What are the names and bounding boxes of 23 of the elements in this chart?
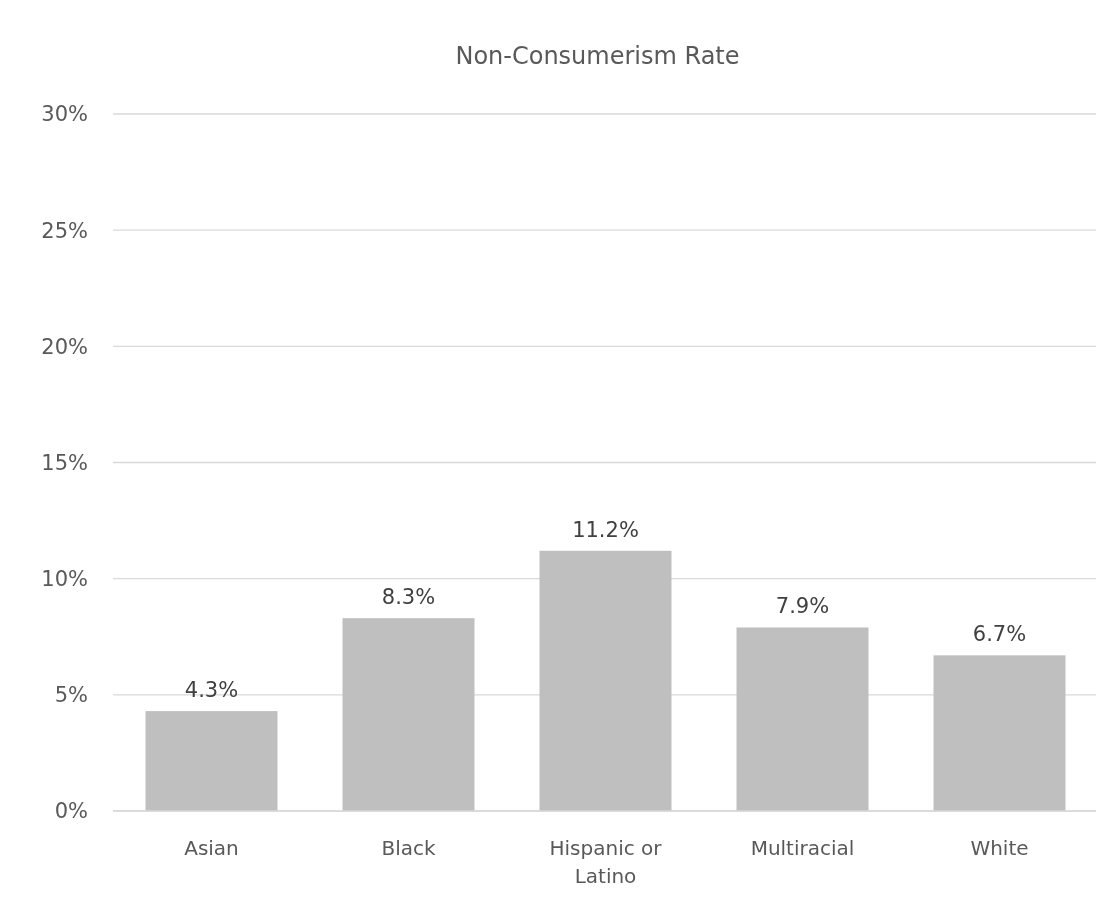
y-tick-label: 15% <box>41 450 88 475</box>
x-tick-label: White <box>970 836 1029 860</box>
data-label: 6.7% <box>972 622 1027 647</box>
data-label: 7.9% <box>775 594 830 619</box>
y-tick-label: 10% <box>41 567 88 592</box>
y-tick-label: 25% <box>41 218 88 243</box>
x-tick-label: Hispanic or Latino <box>549 836 663 888</box>
y-tick-label: 5% <box>54 683 88 708</box>
data-label: 11.2% <box>572 517 639 542</box>
bar <box>145 711 278 811</box>
y-tick-label: 20% <box>41 334 88 359</box>
bar <box>342 618 475 811</box>
x-tick-label: Multiracial <box>750 836 855 860</box>
y-tick-label: 30% <box>41 102 88 127</box>
bar <box>933 655 1066 811</box>
bar <box>736 627 869 811</box>
y-tick-label: 0% <box>54 799 88 824</box>
x-tick-label: Black <box>381 836 436 860</box>
chart-title: Non-Consumerism Rate <box>455 42 740 70</box>
x-tick-label: Asian <box>184 836 239 860</box>
data-label: 8.3% <box>381 585 436 610</box>
data-label: 4.3% <box>184 678 239 703</box>
bar <box>539 550 672 811</box>
